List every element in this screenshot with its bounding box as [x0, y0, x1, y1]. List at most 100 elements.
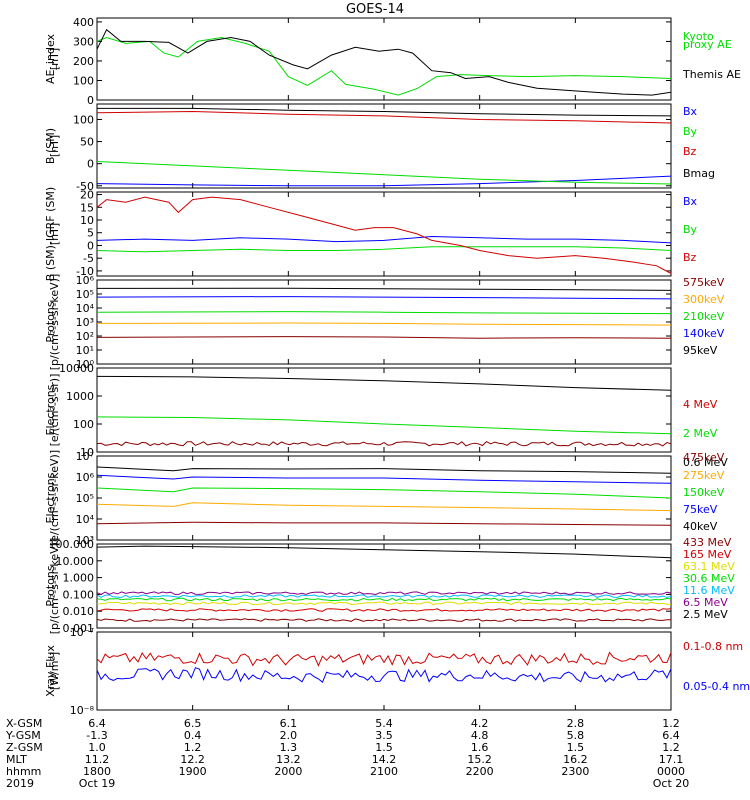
legend-label: 4 MeV	[683, 398, 718, 411]
series-line-300kev	[96, 322, 672, 326]
y-tick-label: 10⁷	[76, 450, 94, 463]
ephemeris-value: 4.2	[471, 717, 489, 730]
y-tick-label: 10³	[76, 534, 94, 547]
panel-xray: 10⁻⁸ 10⁻⁷ Xray Flux[W/m²] 0.1-0.8 nm 0.05-0.…	[44, 626, 750, 717]
ephemeris-row-label: X-GSM	[6, 717, 42, 730]
y-tick-label: 300	[73, 35, 94, 48]
ephemeris-value: 2200	[466, 765, 494, 778]
y-tick-label: 10⁻⁷	[70, 626, 94, 639]
y-axis-label: [nT]	[48, 223, 61, 245]
legend-label: 63.1 MeV	[683, 560, 735, 573]
series-line-bz	[96, 196, 672, 274]
y-tick-label: 0	[87, 158, 94, 171]
y-axis-label: Protons	[44, 301, 57, 342]
series-line-0-6-mev	[96, 375, 672, 391]
series-line-bx	[96, 175, 672, 187]
y-tick-label: 0.100	[63, 588, 95, 601]
legend-label: 40keV	[683, 520, 718, 533]
series-line-0-05-0-4-nm	[96, 667, 672, 684]
legend-label: By	[683, 223, 698, 236]
legend-label: 575keV	[683, 276, 725, 289]
y-tick-label: 10⁴	[76, 513, 95, 526]
series-line-575kev	[96, 336, 672, 339]
ephemeris-value: 6.1	[280, 717, 298, 730]
ephemeris-value: 3.5	[375, 729, 393, 742]
ephemeris-row-label: Y-GSM	[5, 729, 41, 742]
ephemeris-value: 4.8	[471, 729, 489, 742]
series-line-2-5-mev	[96, 545, 672, 559]
ephemeris-value: -1.3	[86, 729, 107, 742]
plot-title: GOES-14	[346, 2, 404, 17]
y-axis-label: AE_index	[44, 33, 57, 84]
ephemeris-value: 1.0	[88, 741, 106, 754]
y-tick-label: 10⁵	[76, 492, 94, 505]
legend-label: By	[683, 125, 698, 138]
y-axis-label: Electrons	[44, 472, 57, 523]
y-axis-label: [W/m²]	[48, 652, 61, 690]
legend-label: 210keV	[683, 310, 725, 323]
legend-label: proxy AE	[683, 38, 732, 51]
legend-label: 11.6 MeV	[683, 584, 735, 597]
y-tick-label: 5	[87, 227, 94, 240]
panel-frame	[96, 191, 672, 277]
ephemeris-value: 6.4	[88, 717, 106, 730]
series-line-275kev	[96, 502, 672, 512]
series-line-bz	[96, 110, 672, 124]
y-tick-label: -5	[83, 252, 94, 265]
series-line-0-1-0-8-nm	[96, 651, 672, 667]
ephemeris-value: 6.5	[184, 717, 202, 730]
series-line-bmag	[97, 107, 672, 117]
y-axis-label: Electrons	[44, 384, 57, 435]
legend-label: Kyoto	[683, 30, 714, 43]
y-axis-label: [e/(cm²-s-sr-keV)]	[48, 450, 61, 546]
series-line-6-5-mev	[96, 591, 672, 596]
legend-label: 0.6 MeV	[683, 456, 728, 469]
y-axis-label: [nT]	[48, 135, 61, 157]
y-tick-label: 100	[73, 418, 94, 431]
y-tick-label: 100	[73, 74, 94, 87]
ephemeris-value: 2100	[370, 765, 398, 778]
legend-label: 30.6 MeV	[683, 572, 735, 585]
ephemeris-value: 17.1	[659, 753, 684, 766]
panel-electrons2: 10³ 10⁴ 10⁵ 10⁶ 10⁷ Electrons[e/(cm²-s-sr-keV…	[44, 450, 725, 547]
ephemeris-value: Oct 19	[79, 777, 116, 790]
ephemeris-value: 5.8	[567, 729, 585, 742]
ephemeris-value: 6.4	[662, 729, 680, 742]
y-tick-label: -50	[76, 180, 94, 193]
y-tick-label: 10²	[76, 330, 94, 343]
y-tick-label: 1.000	[63, 572, 95, 585]
legend-label: Themis AE	[682, 68, 741, 81]
series-line-75kev	[96, 474, 672, 484]
ephemeris-value: 2000	[274, 765, 302, 778]
y-tick-label: 20	[80, 189, 94, 202]
y-tick-label: 10	[80, 214, 94, 227]
series-line-150kev	[96, 487, 672, 499]
legend-label: 275keV	[683, 469, 725, 482]
series-line-by	[96, 246, 672, 253]
ephemeris-value: 2.0	[280, 729, 298, 742]
ephemeris-value: 14.2	[372, 753, 397, 766]
panel-frame	[96, 279, 672, 365]
legend-label: Bx	[683, 105, 698, 118]
legend-label: 2.5 MeV	[683, 608, 728, 621]
ephemeris-table: X-GSMY-GSMZ-GSMMLThhmm20196.4-1.31.011.2…	[5, 717, 689, 790]
ephemeris-value: 0.4	[184, 729, 202, 742]
legend-label: 150keV	[683, 486, 725, 499]
legend-label: Bz	[683, 145, 697, 158]
y-tick-label: 10⁶	[76, 471, 95, 484]
y-axis-label: [nT]	[48, 48, 61, 70]
ephemeris-value: 11.2	[85, 753, 110, 766]
y-tick-label: 10⁻⁸	[70, 704, 95, 717]
y-tick-label: 50	[80, 136, 94, 149]
y-tick-label: 10⁵	[76, 288, 94, 301]
legend-label: 475keV	[683, 451, 725, 464]
series-line-165-mev	[96, 608, 672, 612]
series-line-by	[96, 161, 672, 185]
ephemeris-value: 1.2	[662, 741, 680, 754]
y-tick-label: 15	[80, 201, 94, 214]
y-tick-label: 200	[73, 55, 94, 68]
legend-label: 165 MeV	[683, 548, 732, 561]
y-tick-label: -10	[76, 265, 94, 278]
